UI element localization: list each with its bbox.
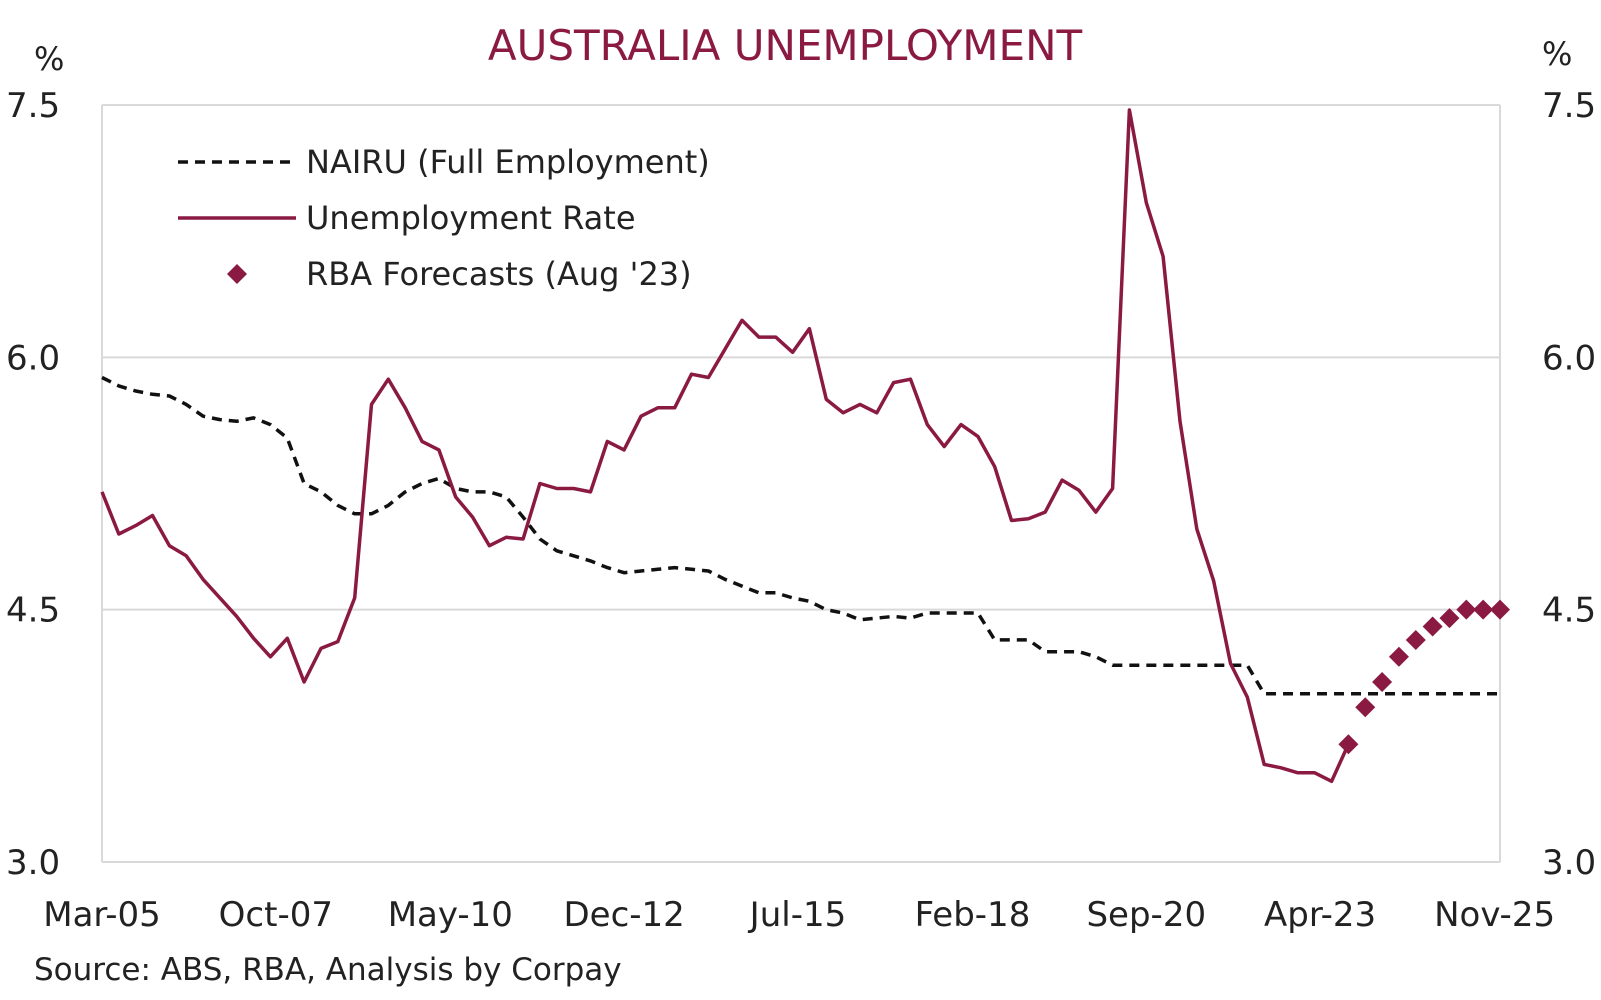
grid bbox=[101, 104, 1501, 863]
x-tick-label: Feb-18 bbox=[915, 895, 1031, 935]
y-tick-label-right: 3.0 bbox=[1542, 843, 1596, 883]
x-tick-label: Oct-07 bbox=[219, 895, 333, 935]
y-tick-label-left: 6.0 bbox=[6, 338, 60, 378]
x-tick-label: Dec-12 bbox=[563, 895, 684, 935]
y-tick-label-right: 4.5 bbox=[1542, 591, 1596, 631]
left-axis-unit: % bbox=[34, 40, 64, 78]
forecast-point bbox=[1439, 608, 1460, 629]
legend-label: NAIRU (Full Employment) bbox=[306, 143, 710, 181]
forecast-point bbox=[1490, 599, 1510, 620]
y-tick-label-left: 4.5 bbox=[6, 591, 60, 631]
rba-forecast-markers bbox=[1338, 599, 1510, 755]
x-tick-label: Jul-15 bbox=[748, 895, 847, 935]
legend-swatch bbox=[227, 264, 247, 284]
forecast-point bbox=[1372, 672, 1393, 693]
legend: NAIRU (Full Employment) Unemployment Rate… bbox=[178, 143, 710, 293]
nairu-line bbox=[101, 375, 1500, 696]
right-axis-unit: % bbox=[1542, 35, 1572, 73]
legend-label: Unemployment Rate bbox=[306, 199, 636, 237]
y-tick-label-right: 7.5 bbox=[1542, 86, 1596, 126]
legend-item: Unemployment Rate bbox=[178, 199, 636, 237]
y-tick-label-left: 3.0 bbox=[6, 843, 60, 883]
forecast-point bbox=[1338, 734, 1359, 755]
source-note: Source: ABS, RBA, Analysis by Corpay bbox=[34, 952, 622, 988]
unemployment-rate-line bbox=[100, 108, 1350, 784]
series-layer bbox=[100, 108, 1510, 784]
y-tick-label-right: 6.0 bbox=[1542, 338, 1596, 378]
x-tick-label: Apr-23 bbox=[1264, 895, 1376, 935]
legend-label: RBA Forecasts (Aug '23) bbox=[306, 255, 692, 293]
x-tick-label: Sep-20 bbox=[1086, 895, 1206, 935]
forecast-point bbox=[1388, 646, 1409, 667]
forecast-point bbox=[1405, 629, 1426, 650]
forecast-point bbox=[1456, 599, 1477, 620]
x-tick-label: May-10 bbox=[388, 895, 513, 935]
forecast-point bbox=[1355, 697, 1376, 718]
x-tick-label: Nov-25 bbox=[1434, 895, 1555, 935]
legend-item: RBA Forecasts (Aug '23) bbox=[227, 255, 692, 293]
legend-item: NAIRU (Full Employment) bbox=[178, 143, 710, 181]
x-tick-label: Mar-05 bbox=[43, 895, 161, 935]
y-tick-label-left: 7.5 bbox=[6, 86, 60, 126]
chart-title: AUSTRALIA UNEMPLOYMENT bbox=[488, 21, 1083, 70]
forecast-point bbox=[1422, 616, 1443, 637]
tick-labels: 3.0 3.0 4.5 4.5 6.0 6.0 7.5 7.5 Mar-05 Oct-07 May-… bbox=[6, 86, 1596, 935]
forecast-point bbox=[1473, 599, 1494, 620]
